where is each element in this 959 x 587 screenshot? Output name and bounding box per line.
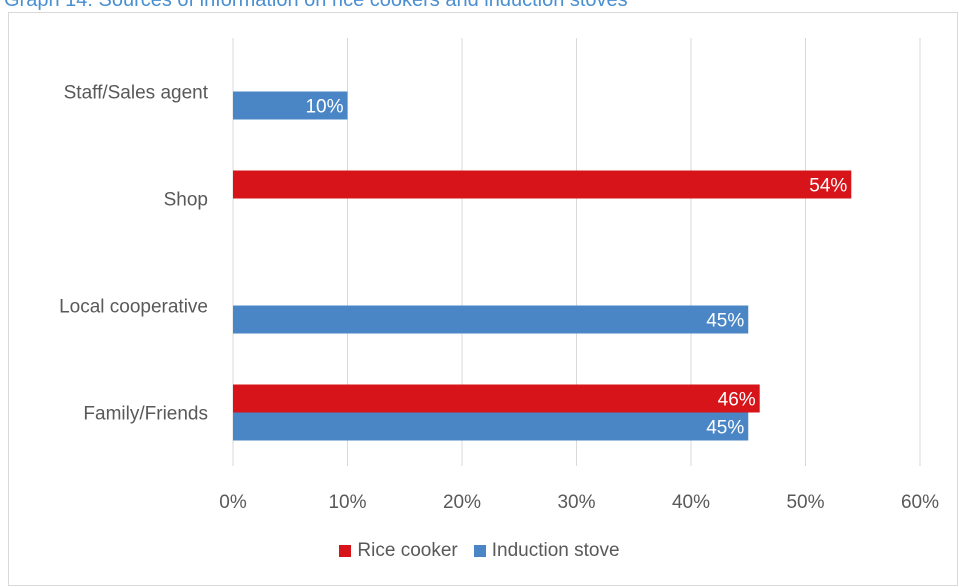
chart-title: Graph 14: Sources of information on rice… bbox=[4, 0, 628, 11]
category-label: Local cooperative bbox=[59, 297, 208, 318]
bar-rice-cooker bbox=[233, 384, 760, 413]
category-labels: Family/Friends Local cooperative Shop Staff… bbox=[59, 83, 209, 425]
bar-chart: 46% 45% 45% 54% 10% Family/Friends Local coop… bbox=[59, 38, 939, 513]
legend-label: Induction stove bbox=[491, 540, 620, 561]
category-label: Shop bbox=[164, 190, 208, 211]
bars: 46% 45% 45% 54% 10% bbox=[233, 91, 852, 441]
x-tick-label: 0% bbox=[219, 492, 247, 513]
legend-item: Rice cooker bbox=[339, 540, 458, 562]
x-tick-label: 10% bbox=[328, 492, 366, 513]
x-tick-label: 20% bbox=[443, 492, 481, 513]
bar-rice-cooker bbox=[233, 170, 852, 199]
data-label: 45% bbox=[706, 311, 744, 332]
legend-swatch bbox=[339, 545, 352, 557]
x-tick-label: 30% bbox=[557, 492, 595, 513]
bar-induction-stove bbox=[233, 412, 749, 441]
tick-labels: 0% 10% 20% 30% 40% 50% 60% bbox=[219, 492, 939, 513]
bar-induction-stove bbox=[233, 305, 749, 334]
x-tick-label: 50% bbox=[786, 492, 824, 513]
legend-item: Induction stove bbox=[473, 540, 620, 562]
bar-induction-stove bbox=[233, 91, 348, 120]
chart-frame bbox=[8, 12, 958, 586]
legend-swatch bbox=[473, 545, 486, 557]
data-label: 54% bbox=[809, 176, 847, 197]
data-label: 10% bbox=[305, 97, 343, 118]
x-tick-label: 40% bbox=[672, 492, 710, 513]
legend-label: Rice cooker bbox=[357, 540, 458, 561]
x-tick-label: 60% bbox=[901, 492, 939, 513]
data-label: 46% bbox=[718, 390, 756, 411]
data-label: 45% bbox=[706, 418, 744, 439]
legend: Rice cooker Induction stove bbox=[0, 540, 959, 563]
category-label: Staff/Sales agent bbox=[64, 83, 209, 104]
category-label: Family/Friends bbox=[83, 404, 208, 425]
